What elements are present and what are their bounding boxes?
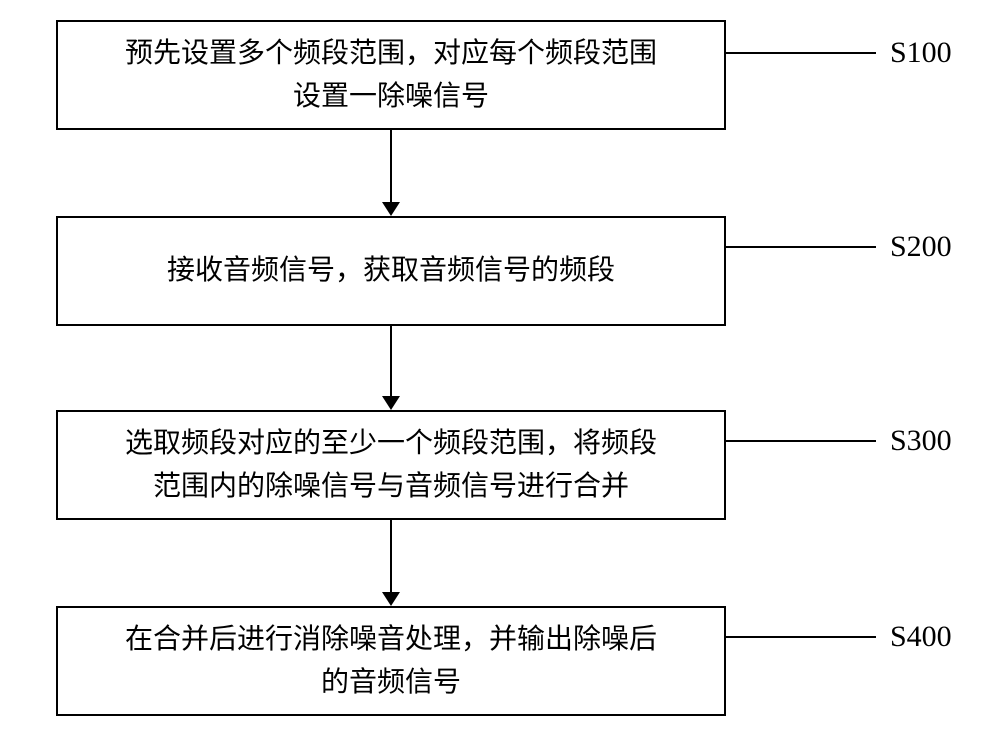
step-box-s400: 在合并后进行消除噪音处理，并输出除噪后的音频信号 bbox=[56, 606, 726, 716]
step-label-s100: S100 bbox=[890, 36, 952, 70]
label-connector-s300 bbox=[726, 440, 876, 442]
step-label-s400: S400 bbox=[890, 620, 952, 654]
arrow-s100-s200-line bbox=[390, 130, 392, 202]
arrow-s300-s400-line bbox=[390, 520, 392, 592]
step-text: 选取频段对应的至少一个频段范围，将频段范围内的除噪信号与音频信号进行合并 bbox=[125, 422, 657, 509]
step-box-s200: 接收音频信号，获取音频信号的频段 bbox=[56, 216, 726, 326]
arrow-s200-s300-line bbox=[390, 326, 392, 396]
arrow-s100-s200-head bbox=[382, 202, 400, 216]
step-text: 预先设置多个频段范围，对应每个频段范围设置一除噪信号 bbox=[125, 32, 657, 119]
label-connector-s200 bbox=[726, 246, 876, 248]
step-label-s300: S300 bbox=[890, 424, 952, 458]
step-text: 接收音频信号，获取音频信号的频段 bbox=[167, 249, 615, 292]
step-box-s100: 预先设置多个频段范围，对应每个频段范围设置一除噪信号 bbox=[56, 20, 726, 130]
arrow-s300-s400-head bbox=[382, 592, 400, 606]
step-label-s200: S200 bbox=[890, 230, 952, 264]
arrow-s200-s300-head bbox=[382, 396, 400, 410]
label-connector-s400 bbox=[726, 636, 876, 638]
step-text: 在合并后进行消除噪音处理，并输出除噪后的音频信号 bbox=[125, 618, 657, 705]
flowchart-canvas: 预先设置多个频段范围，对应每个频段范围设置一除噪信号 S100 接收音频信号，获… bbox=[0, 0, 1000, 746]
step-box-s300: 选取频段对应的至少一个频段范围，将频段范围内的除噪信号与音频信号进行合并 bbox=[56, 410, 726, 520]
label-connector-s100 bbox=[726, 52, 876, 54]
